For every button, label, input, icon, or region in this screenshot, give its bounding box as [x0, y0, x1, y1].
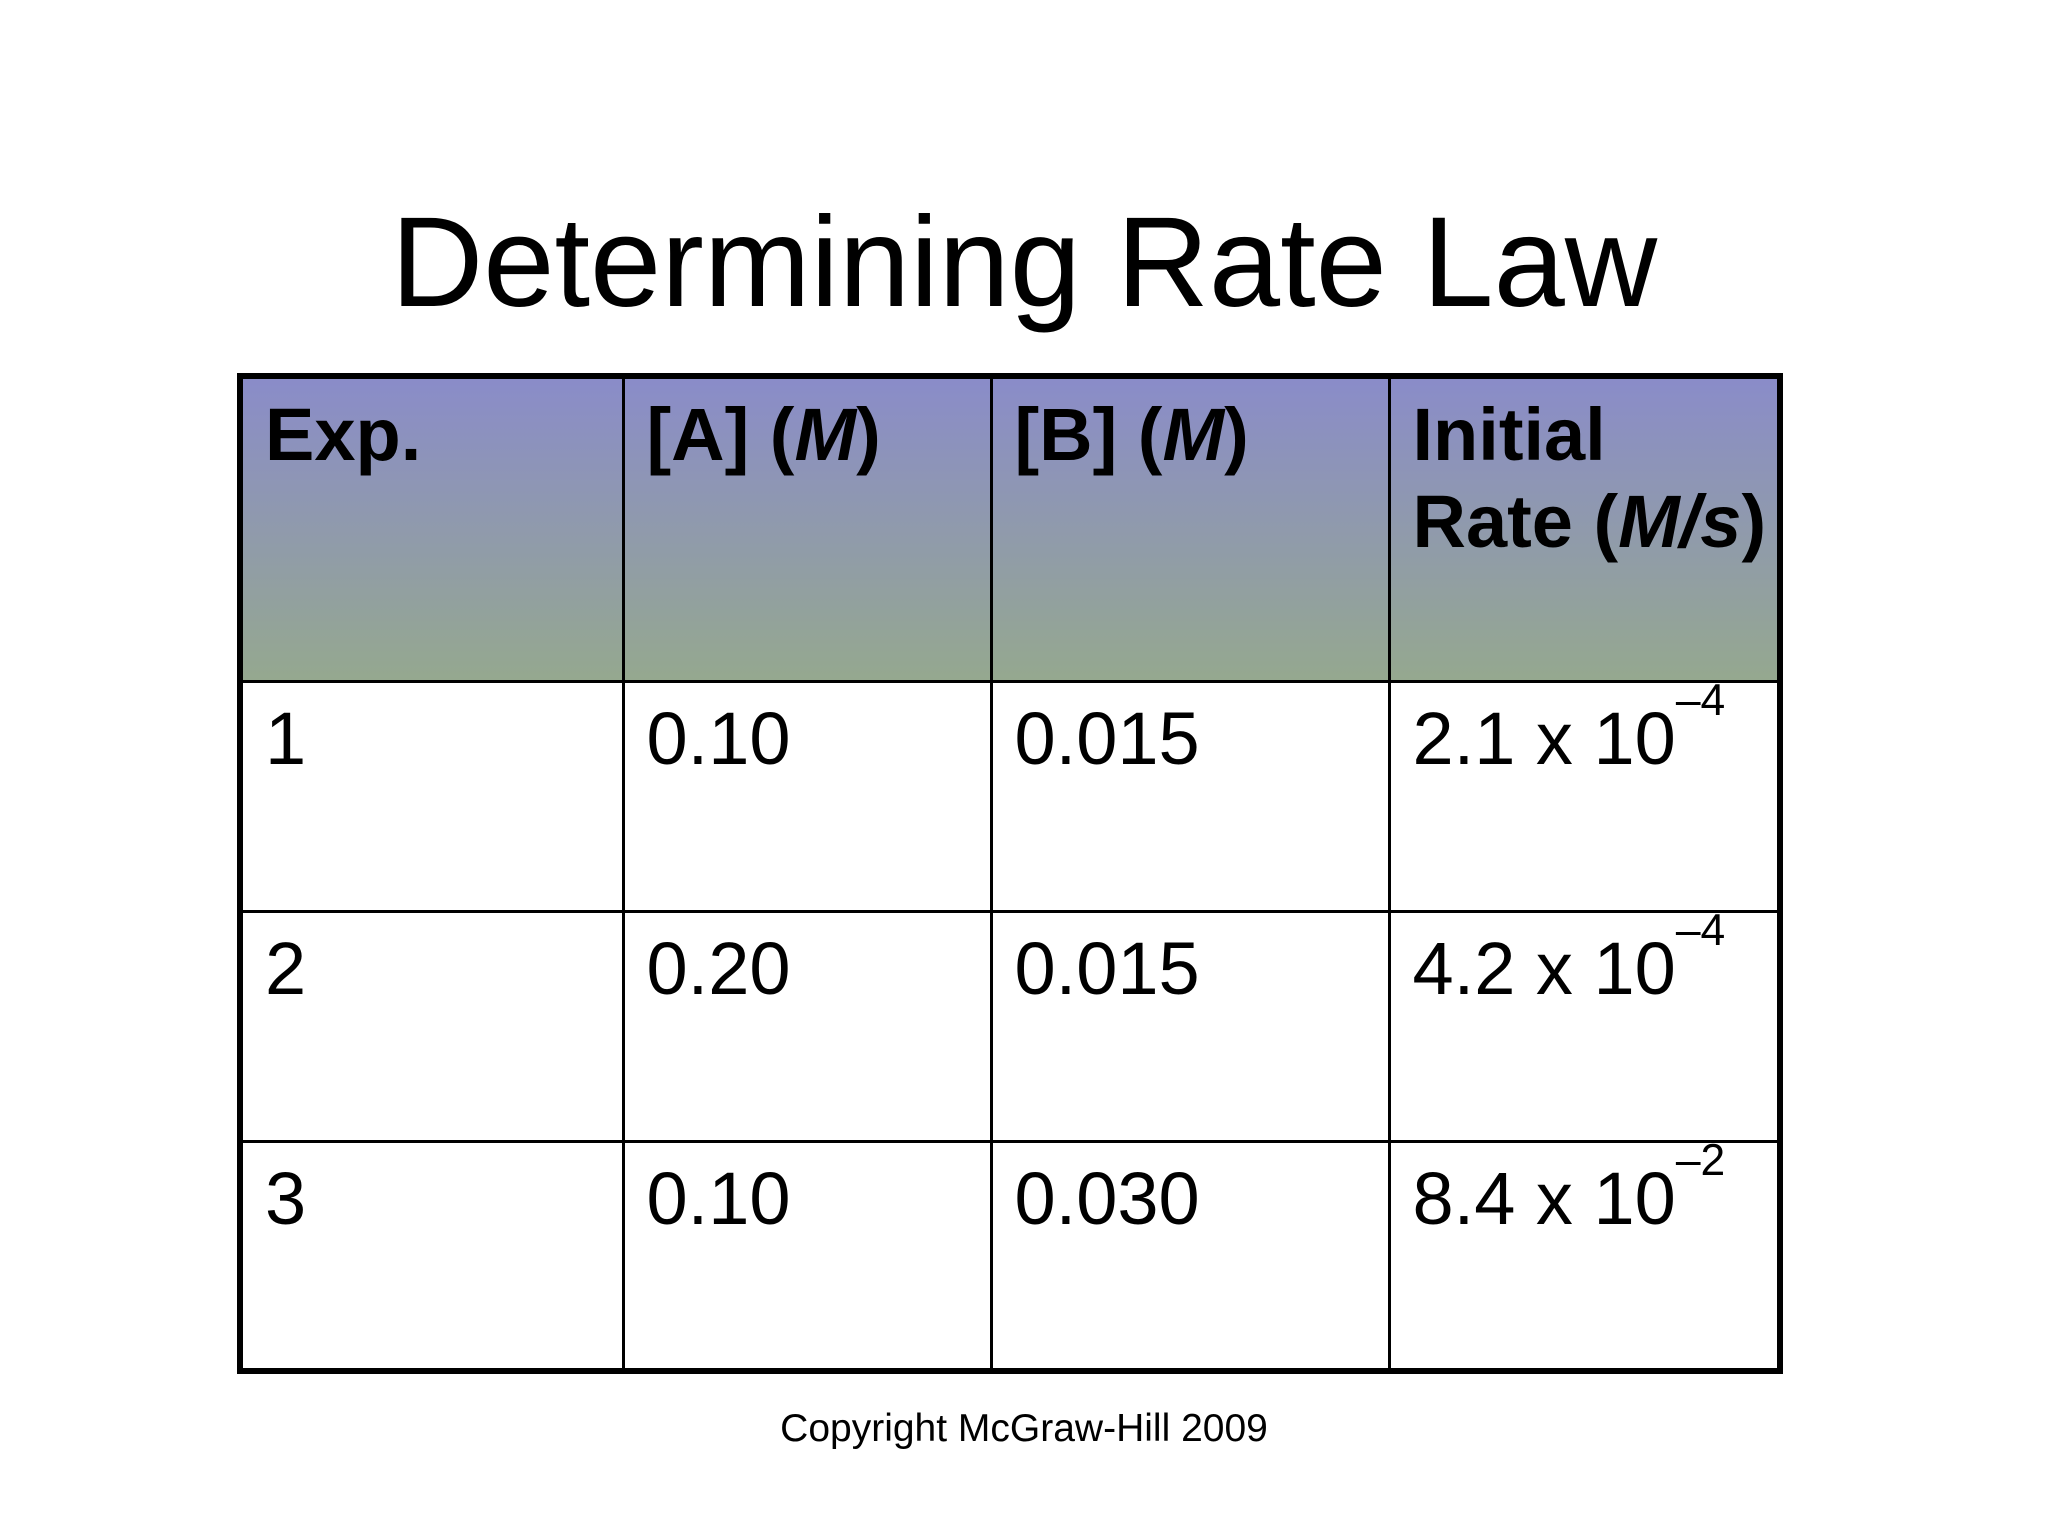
- cell-rate: 2.1 x 10–4: [1387, 679, 1782, 913]
- table-row: 1 0.10 0.015 2.1 x 10–4: [238, 679, 1782, 913]
- column-header-a: [A] (M): [621, 374, 993, 683]
- rate-exponent: –4: [1675, 911, 1726, 955]
- header-label: Initial Rate (: [1412, 393, 1619, 564]
- cell-b: 0.030: [989, 1139, 1391, 1373]
- cell-a: 0.20: [621, 909, 993, 1143]
- table-row: 2 0.20 0.015 4.2 x 10–4: [238, 909, 1782, 1143]
- rate-mantissa: 2.1 x 10: [1412, 696, 1676, 780]
- rate-mantissa: 4.2 x 10: [1412, 926, 1676, 1010]
- header-label: [A] (: [646, 393, 795, 476]
- header-label: ): [856, 393, 881, 476]
- rate-exponent: –2: [1675, 1141, 1726, 1185]
- page-title: Determining Rate Law: [390, 191, 1658, 334]
- rate-exponent: –4: [1675, 681, 1726, 725]
- cell-a: 0.10: [621, 679, 993, 913]
- cell-rate: 4.2 x 10–4: [1387, 909, 1782, 1143]
- copyright-text: Copyright McGraw-Hill 2009: [780, 1407, 1268, 1450]
- molar-symbol: M: [794, 393, 857, 476]
- header-label: ): [1741, 480, 1767, 564]
- cell-b: 0.015: [989, 679, 1391, 913]
- cell-exp: 1: [238, 679, 625, 913]
- rate-mantissa: 8.4 x 10: [1412, 1156, 1676, 1240]
- table-header-row: Exp. [A] (M) [B] (M) Initial Rate (M/s): [238, 374, 1782, 683]
- cell-rate: 8.4 x 10–2: [1387, 1139, 1782, 1373]
- cell-b: 0.015: [989, 909, 1391, 1143]
- cell-exp: 3: [238, 1139, 625, 1373]
- molar-per-second-symbol: M/s: [1618, 480, 1742, 564]
- header-label: Exp.: [265, 393, 422, 476]
- column-header-rate: Initial Rate (M/s): [1387, 374, 1782, 683]
- table-row: 3 0.10 0.030 8.4 x 10–2: [238, 1139, 1782, 1373]
- cell-exp: 2: [238, 909, 625, 1143]
- column-header-b: [B] (M): [989, 374, 1391, 683]
- header-label: [B] (: [1014, 393, 1163, 476]
- header-label: ): [1224, 393, 1249, 476]
- cell-a: 0.10: [621, 1139, 993, 1373]
- column-header-exp: Exp.: [238, 374, 625, 683]
- molar-symbol: M: [1162, 393, 1225, 476]
- rate-law-table: Exp. [A] (M) [B] (M) Initial Rate (M/s) …: [237, 373, 1783, 1374]
